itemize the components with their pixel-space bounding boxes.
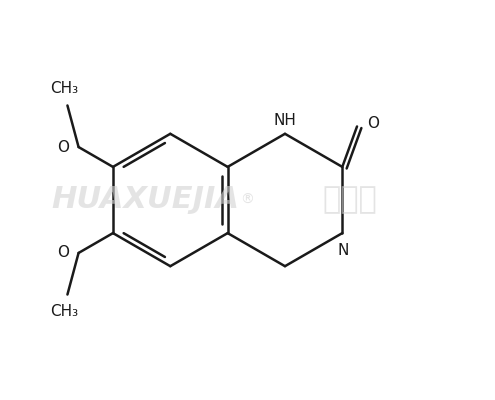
Text: NH: NH [274,114,297,128]
Text: CH₃: CH₃ [50,80,78,96]
Text: ®: ® [241,193,254,207]
Text: CH₃: CH₃ [50,304,78,320]
Text: HUAXUEJIA: HUAXUEJIA [51,186,240,214]
Text: O: O [56,246,69,260]
Text: O: O [56,140,69,154]
Text: O: O [367,116,379,131]
Text: 化学加: 化学加 [322,186,377,214]
Text: N: N [338,243,349,258]
